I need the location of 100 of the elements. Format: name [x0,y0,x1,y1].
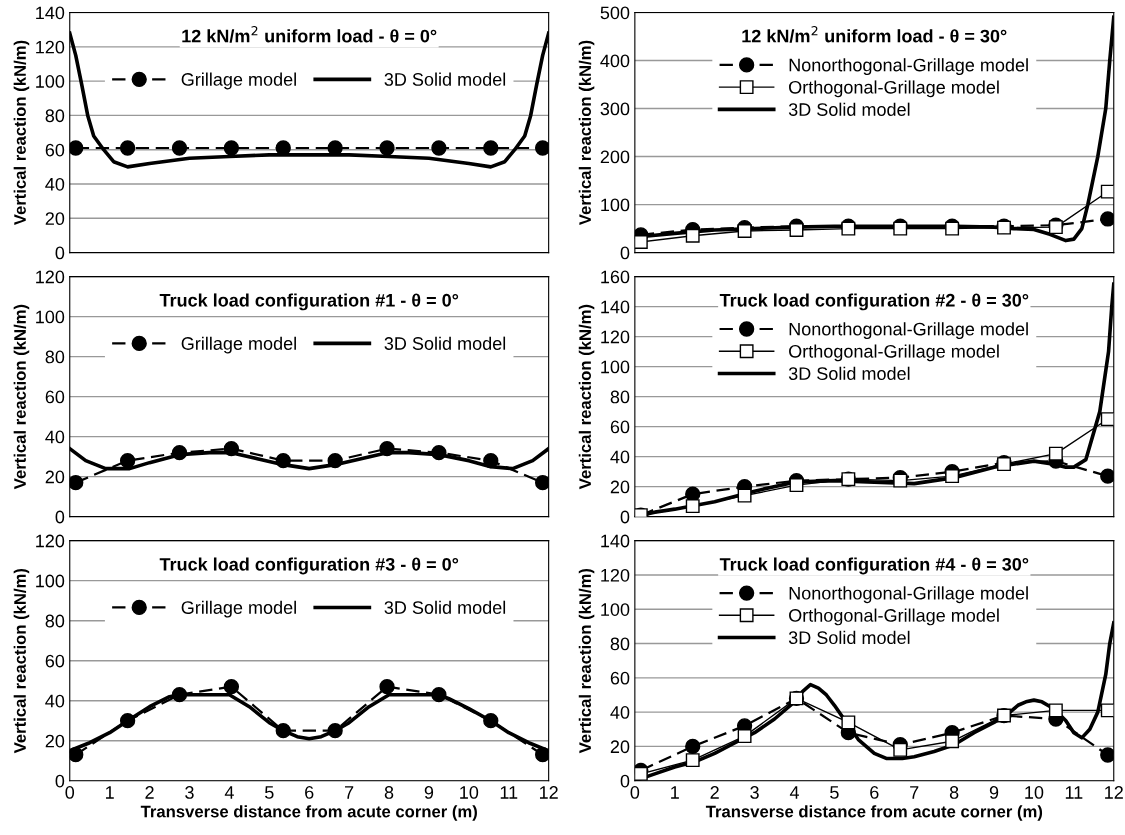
y-tick-label: 300 [600,102,630,116]
y-tick-label: 20 [610,480,630,494]
y-tick-label: 120 [36,534,65,548]
text: 12 kN/m$^{2}$ uniform load - θ = 30° [742,25,1007,43]
legend-label: 3D Solid model [788,366,910,380]
legend-label: Grillage model [181,72,296,90]
y-tick-label: 20 [45,212,65,226]
legend-label: Grillage model [181,336,296,354]
y-tick-label: 80 [45,109,65,123]
y-tick-label: 20 [610,740,630,754]
y-tick-label: 60 [45,654,65,668]
legend-label: 3D Solid model [384,600,506,614]
text: 12 kN/m$^{2}$ uniform load - θ = 0° [182,25,437,43]
x-tick-label: 12 [539,786,558,799]
x-tick-label: 5 [830,786,839,799]
y-tick-label: 0 [620,246,630,260]
y-tick-label: 500 [600,6,630,20]
y-tick-label: 80 [610,390,630,404]
legend-label: 3D Solid model [384,336,506,350]
x-axis-title: Transverse distance from acute corner (m) [140,805,477,821]
x-tick-label: 9 [424,786,434,799]
y-tick-label: 80 [610,637,630,651]
y-tick-label: 40 [610,450,630,464]
legend-label: Nonorthogonal-Grillage model [789,586,1028,604]
legend-label: Grillage model [181,600,296,618]
y-axis-title: Vertical reaction (kN/m) [13,568,30,754]
text: Truck load configuration #1 - θ = 0° [159,293,459,311]
x-tick-label: 4 [789,786,799,799]
y-tick-label: 0 [55,774,65,788]
y-tick-label: 60 [610,671,630,685]
x-tick-label: 11 [1065,786,1083,799]
y-tick-label: 120 [601,568,630,582]
x-tick-label: 7 [910,786,919,799]
legend-label: Orthogonal-Grillage model [789,80,999,98]
y-tick-label: 0 [55,246,65,260]
y-tick-label: 40 [45,694,65,708]
x-tick-label: 9 [989,786,999,799]
y-tick-label: 120 [36,40,65,54]
x-tick-label: 0 [630,786,640,799]
y-tick-label: 200 [600,150,630,164]
y-tick-label: 80 [45,350,65,364]
y-tick-label: 60 [610,420,630,434]
y-tick-label: 0 [620,774,630,788]
y-axis-title: Vertical reaction (kN/m) [578,568,595,754]
x-tick-label: 4 [224,786,234,799]
legend-label: 3D Solid model [788,630,910,645]
y-tick-label: 40 [45,430,65,444]
y-axis-title: Vertical reaction (kN/m) [13,40,30,226]
y-tick-label: 140 [36,6,65,20]
x-tick-label: 8 [384,786,394,799]
y-tick-label: 40 [610,706,630,719]
y-axis-title: Vertical reaction (kN/m) [578,304,595,490]
x-tick-label: 10 [460,786,479,799]
x-tick-label: 12 [1105,786,1123,799]
y-tick-label: 80 [45,614,65,628]
x-tick-label: 8 [949,786,959,799]
y-tick-label: 60 [45,390,65,404]
x-tick-label: 3 [750,786,759,799]
legend-label: 3D Solid model [788,102,910,116]
x-tick-label: 0 [65,786,75,799]
y-tick-label: 140 [601,300,630,314]
x-tick-label: 3 [185,786,194,799]
y-tick-label: 100 [36,310,65,324]
y-axis-title: Vertical reaction (kN/m) [13,304,30,490]
legend-label: Orthogonal-Grillage model [789,608,999,626]
x-tick-label: 10 [1025,786,1044,799]
legend-label: Nonorthogonal-Grillage model [789,58,1028,75]
x-tick-label: 2 [145,786,154,799]
x-tick-label: 1 [106,786,114,799]
y-tick-label: 100 [601,198,630,212]
y-tick-label: 20 [45,734,65,748]
x-tick-label: 7 [345,786,354,799]
y-tick-label: 100 [601,360,630,374]
x-tick-label: 1 [671,786,679,799]
y-tick-label: 40 [45,177,65,191]
y-tick-label: 140 [601,534,630,548]
x-tick-label: 5 [264,786,274,799]
y-tick-label: 120 [601,330,630,344]
y-tick-label: 400 [600,54,630,68]
legend-label: Orthogonal-Grillage model [789,344,999,362]
y-tick-label: 0 [620,510,630,524]
legend-label: Nonorthogonal-Grillage model [789,322,1028,340]
y-tick-label: 0 [55,510,65,524]
x-tick-label: 11 [500,786,518,799]
x-tick-label: 2 [710,786,719,799]
y-axis-title: Vertical reaction (kN/m) [578,40,595,226]
y-tick-label: 20 [45,470,65,484]
y-tick-label: 100 [601,603,630,616]
x-tick-label: 6 [305,786,314,799]
text: Truck load configuration #3 - θ = 0° [159,557,459,575]
x-axis-title: Transverse distance from acute corner (m) [705,805,1043,821]
y-tick-label: 100 [36,75,65,88]
y-tick-label: 100 [36,574,65,588]
y-tick-label: 160 [601,270,630,284]
legend-label: 3D Solid model [384,72,506,86]
y-tick-label: 60 [45,143,65,157]
text: Truck load configuration #2 - θ = 30° [719,293,1029,311]
y-tick-label: 120 [36,270,65,284]
text: Truck load configuration #4 - θ = 30° [719,557,1029,575]
x-tick-label: 6 [870,786,879,799]
